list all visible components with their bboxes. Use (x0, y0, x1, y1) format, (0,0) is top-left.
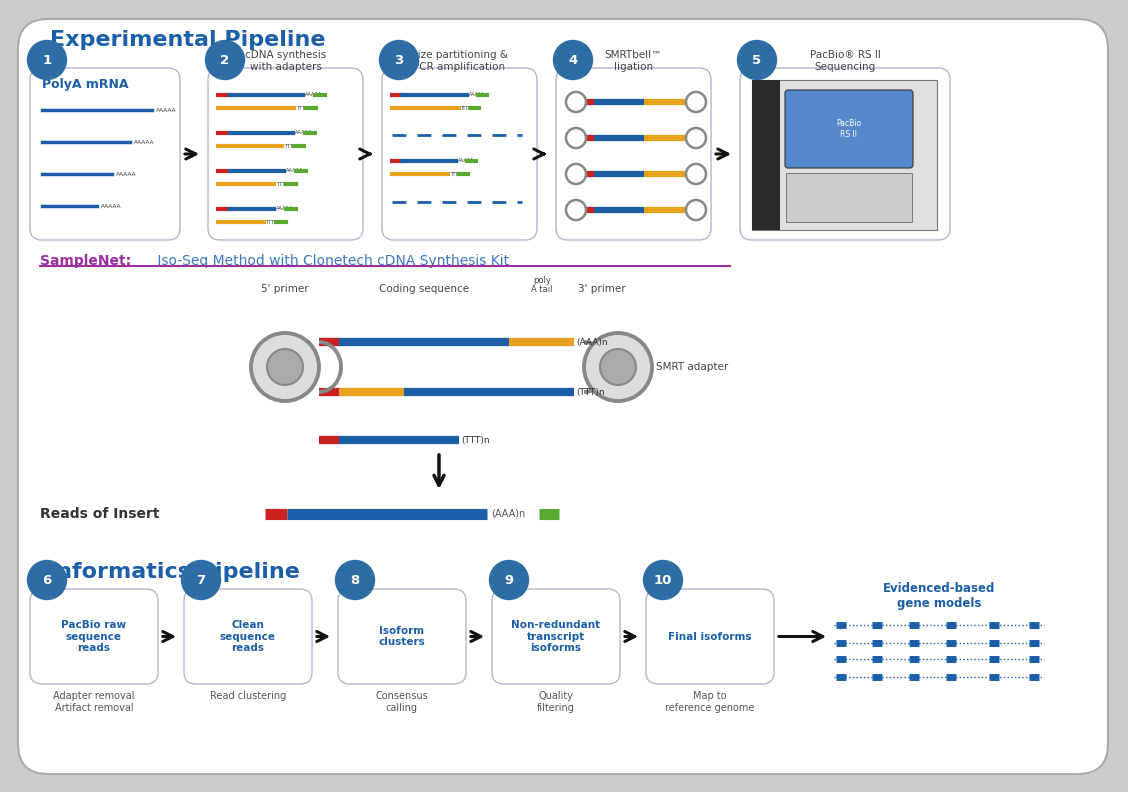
Text: TTTTT: TTTTT (460, 105, 474, 111)
Text: AAAAA: AAAAA (458, 158, 475, 163)
FancyBboxPatch shape (30, 589, 158, 684)
FancyBboxPatch shape (382, 68, 537, 240)
Circle shape (686, 164, 706, 184)
Text: AAAAA: AAAAA (287, 169, 303, 173)
Circle shape (738, 40, 776, 79)
FancyBboxPatch shape (752, 80, 937, 230)
Circle shape (686, 200, 706, 220)
Text: Non-redundant
transcript
isoforms: Non-redundant transcript isoforms (511, 620, 600, 653)
FancyBboxPatch shape (786, 173, 913, 222)
FancyBboxPatch shape (184, 589, 312, 684)
Text: Reads of Insert: Reads of Insert (39, 507, 159, 521)
Circle shape (600, 349, 636, 385)
Text: Experimental Pipeline: Experimental Pipeline (50, 30, 326, 50)
FancyBboxPatch shape (752, 80, 779, 230)
Text: 8: 8 (351, 573, 360, 587)
Text: AAAAA: AAAAA (134, 139, 155, 144)
Text: Evidenced-based
gene models: Evidenced-based gene models (883, 581, 995, 610)
Text: Map to
reference genome: Map to reference genome (666, 691, 755, 713)
Text: AAAAA: AAAAA (294, 131, 312, 135)
FancyBboxPatch shape (556, 68, 711, 240)
FancyBboxPatch shape (30, 68, 180, 240)
Text: Coding sequence: Coding sequence (379, 284, 469, 294)
Text: PacBio
RS II: PacBio RS II (837, 120, 862, 139)
Text: Informatics Pipeline: Informatics Pipeline (49, 562, 300, 582)
Text: Final isoforms: Final isoforms (668, 631, 751, 642)
Text: (AAA)n: (AAA)n (576, 337, 608, 347)
Text: 4: 4 (569, 54, 578, 67)
Text: 3: 3 (395, 54, 404, 67)
Text: PolyA mRNA: PolyA mRNA (42, 78, 129, 91)
Text: Consensus
calling: Consensus calling (376, 691, 429, 713)
Text: AAAAA: AAAAA (102, 204, 122, 208)
FancyBboxPatch shape (492, 589, 620, 684)
Circle shape (554, 40, 592, 79)
FancyBboxPatch shape (338, 589, 466, 684)
Text: AAAAA: AAAAA (468, 93, 485, 97)
Circle shape (566, 200, 587, 220)
Text: 10: 10 (654, 573, 672, 587)
Circle shape (182, 561, 220, 600)
Text: SMRTbell™
ligation: SMRTbell™ ligation (605, 50, 662, 71)
Text: PacBio® RS II
Sequencing: PacBio® RS II Sequencing (810, 50, 881, 71)
Circle shape (566, 128, 587, 148)
Circle shape (252, 333, 319, 401)
Text: 7: 7 (196, 573, 205, 587)
Text: 5' primer: 5' primer (262, 284, 309, 294)
Circle shape (335, 561, 374, 600)
FancyBboxPatch shape (785, 90, 913, 168)
Text: 6: 6 (43, 573, 52, 587)
Text: Quality
filtering: Quality filtering (537, 691, 575, 713)
Text: TTTTT: TTTTT (296, 105, 310, 111)
Text: (TTT)n: (TTT)n (576, 387, 605, 397)
Text: AAAAA: AAAAA (116, 172, 136, 177)
Text: (AAA)n: (AAA)n (491, 509, 526, 519)
Text: TTTTT: TTTTT (284, 143, 299, 148)
Text: PacBio raw
sequence
reads: PacBio raw sequence reads (61, 620, 126, 653)
Text: 9: 9 (504, 573, 513, 587)
Text: Isoform
clusters: Isoform clusters (379, 626, 425, 647)
Circle shape (686, 92, 706, 112)
Text: TTTTT: TTTTT (276, 181, 291, 186)
Circle shape (566, 92, 587, 112)
Circle shape (27, 40, 67, 79)
FancyBboxPatch shape (208, 68, 363, 240)
Circle shape (490, 561, 529, 600)
FancyBboxPatch shape (740, 68, 950, 240)
Text: AAAAA: AAAAA (156, 108, 176, 112)
Text: AAAAA: AAAAA (276, 207, 293, 211)
Text: 1: 1 (43, 54, 52, 67)
Text: Clean
sequence
reads: Clean sequence reads (220, 620, 276, 653)
Text: 3' primer: 3' primer (579, 284, 626, 294)
Circle shape (27, 561, 67, 600)
Text: Adapter removal
Artifact removal: Adapter removal Artifact removal (53, 691, 134, 713)
Text: Iso-Seq Method with Clonetech cDNA Synthesis Kit: Iso-Seq Method with Clonetech cDNA Synth… (153, 254, 509, 268)
Text: Read clustering: Read clustering (210, 691, 287, 701)
Text: TTTTT: TTTTT (450, 172, 464, 177)
Circle shape (205, 40, 245, 79)
Circle shape (643, 561, 682, 600)
Text: cDNA synthesis
with adapters: cDNA synthesis with adapters (245, 50, 326, 71)
Text: poly
A tail: poly A tail (531, 276, 553, 294)
Text: AAAAA: AAAAA (306, 93, 323, 97)
Text: (TTT)n: (TTT)n (461, 436, 490, 444)
Text: Size partitioning &
PCR amplification: Size partitioning & PCR amplification (411, 50, 508, 71)
FancyBboxPatch shape (646, 589, 774, 684)
Text: 5: 5 (752, 54, 761, 67)
Circle shape (267, 349, 303, 385)
Circle shape (686, 128, 706, 148)
Circle shape (379, 40, 418, 79)
Circle shape (584, 333, 652, 401)
Text: 2: 2 (220, 54, 230, 67)
Text: TTTTT: TTTTT (265, 219, 280, 224)
Circle shape (566, 164, 587, 184)
Text: SMRT adapter: SMRT adapter (656, 362, 729, 372)
FancyBboxPatch shape (18, 19, 1108, 774)
Text: SampleNet:: SampleNet: (39, 254, 131, 268)
